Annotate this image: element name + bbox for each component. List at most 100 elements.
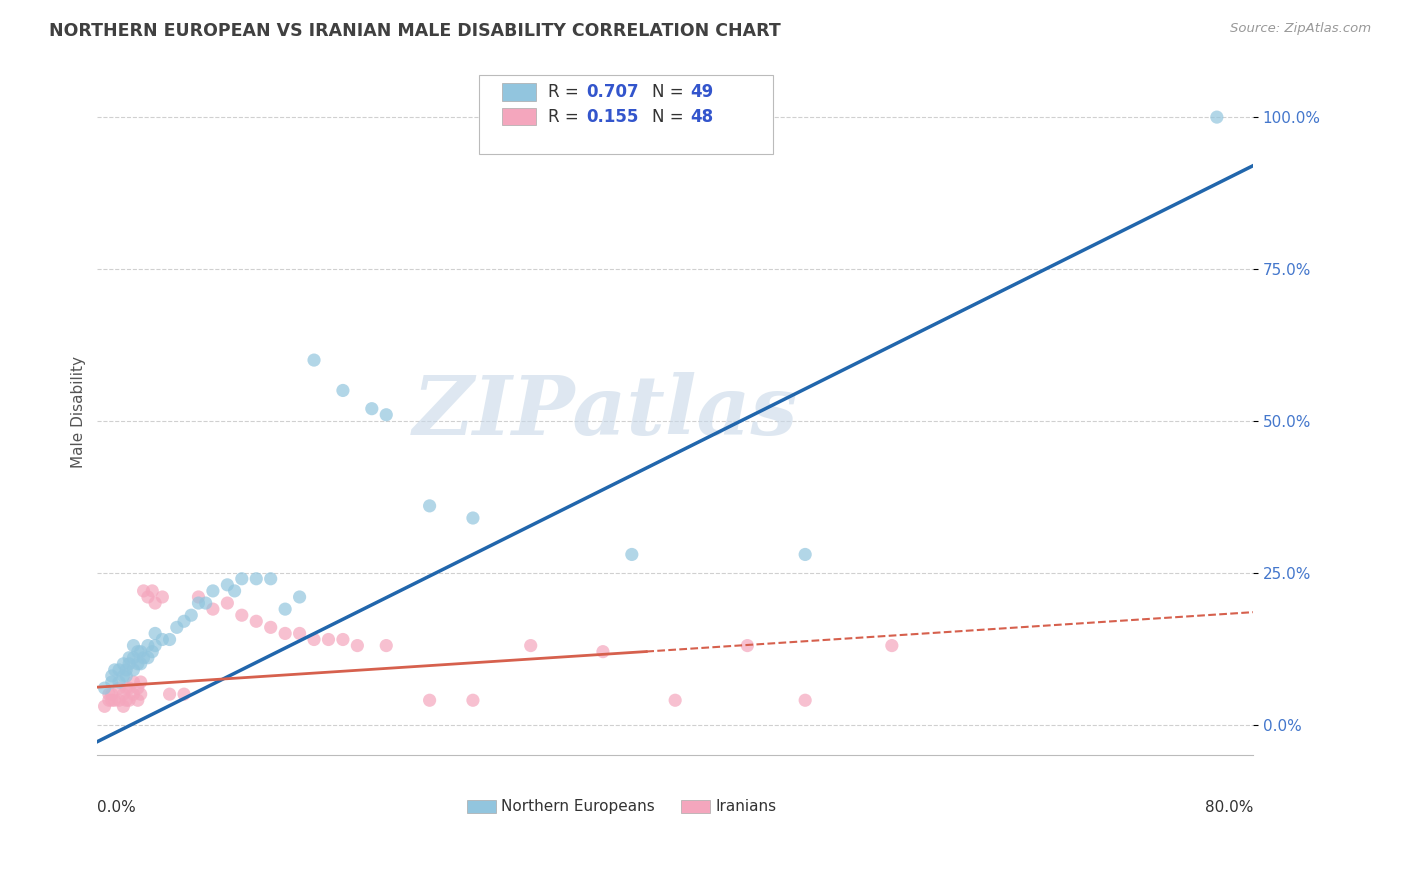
Text: 0.0%: 0.0% — [97, 799, 136, 814]
Point — [127, 681, 149, 695]
Text: N =: N = — [652, 83, 689, 101]
Point — [93, 699, 115, 714]
Point — [122, 663, 145, 677]
Point — [122, 639, 145, 653]
Point — [217, 578, 239, 592]
Point — [302, 632, 325, 647]
FancyBboxPatch shape — [681, 799, 710, 814]
Point — [288, 590, 311, 604]
Point — [260, 620, 283, 634]
Point — [132, 650, 155, 665]
Point — [129, 675, 152, 690]
Point — [274, 626, 297, 640]
Point — [122, 650, 145, 665]
Point — [118, 650, 141, 665]
Point — [201, 583, 224, 598]
Point — [122, 675, 145, 690]
Point — [104, 693, 127, 707]
Point — [108, 675, 131, 690]
Point — [115, 693, 138, 707]
Point — [794, 693, 817, 707]
Point — [880, 639, 903, 653]
Point — [129, 645, 152, 659]
Point — [231, 572, 253, 586]
Point — [118, 681, 141, 695]
Point — [118, 657, 141, 671]
Point — [187, 596, 209, 610]
Point — [101, 687, 124, 701]
Point — [101, 693, 124, 707]
Point — [375, 408, 398, 422]
Point — [519, 639, 541, 653]
Point — [127, 657, 149, 671]
Point — [224, 583, 246, 598]
Text: 48: 48 — [690, 108, 713, 126]
Point — [122, 687, 145, 701]
Point — [118, 693, 141, 707]
Point — [1205, 110, 1227, 124]
Point — [419, 693, 441, 707]
Point — [141, 645, 163, 659]
Point — [132, 583, 155, 598]
Point — [173, 615, 195, 629]
Point — [112, 687, 135, 701]
Point — [173, 687, 195, 701]
Point — [302, 353, 325, 368]
Point — [101, 675, 124, 690]
Point — [108, 663, 131, 677]
Point — [101, 669, 124, 683]
Point — [127, 645, 149, 659]
Point — [166, 620, 188, 634]
Y-axis label: Male Disability: Male Disability — [72, 356, 86, 467]
Point — [143, 626, 166, 640]
Point — [419, 499, 441, 513]
Point — [108, 681, 131, 695]
Point — [112, 657, 135, 671]
Point — [127, 693, 149, 707]
Point — [129, 687, 152, 701]
FancyBboxPatch shape — [502, 108, 537, 126]
Point — [332, 632, 354, 647]
Text: 80.0%: 80.0% — [1205, 799, 1253, 814]
Text: Iranians: Iranians — [716, 799, 776, 814]
Point — [245, 572, 267, 586]
Point — [143, 639, 166, 653]
Point — [201, 602, 224, 616]
Point — [115, 681, 138, 695]
Point — [136, 639, 159, 653]
Point — [737, 639, 759, 653]
FancyBboxPatch shape — [467, 799, 496, 814]
Point — [332, 384, 354, 398]
Point — [159, 632, 181, 647]
Point — [288, 626, 311, 640]
Text: R =: R = — [548, 83, 583, 101]
FancyBboxPatch shape — [502, 83, 537, 101]
Point — [159, 687, 181, 701]
Point — [461, 693, 484, 707]
Point — [620, 548, 643, 562]
Text: R =: R = — [548, 108, 583, 126]
Point — [794, 548, 817, 562]
Point — [150, 632, 173, 647]
Point — [104, 663, 127, 677]
Point — [231, 608, 253, 623]
Point — [108, 693, 131, 707]
Point — [143, 596, 166, 610]
Point — [115, 663, 138, 677]
Text: Northern Europeans: Northern Europeans — [501, 799, 654, 814]
Point — [112, 699, 135, 714]
Point — [136, 590, 159, 604]
Point — [346, 639, 368, 653]
Point — [245, 615, 267, 629]
Point — [187, 590, 209, 604]
Text: NORTHERN EUROPEAN VS IRANIAN MALE DISABILITY CORRELATION CHART: NORTHERN EUROPEAN VS IRANIAN MALE DISABI… — [49, 22, 780, 40]
Point — [592, 645, 614, 659]
Point — [180, 608, 202, 623]
Point — [260, 572, 283, 586]
Point — [375, 639, 398, 653]
Point — [136, 650, 159, 665]
Point — [97, 693, 120, 707]
Point — [97, 687, 120, 701]
Point — [360, 401, 382, 416]
Text: ZIPatlas: ZIPatlas — [413, 372, 799, 451]
